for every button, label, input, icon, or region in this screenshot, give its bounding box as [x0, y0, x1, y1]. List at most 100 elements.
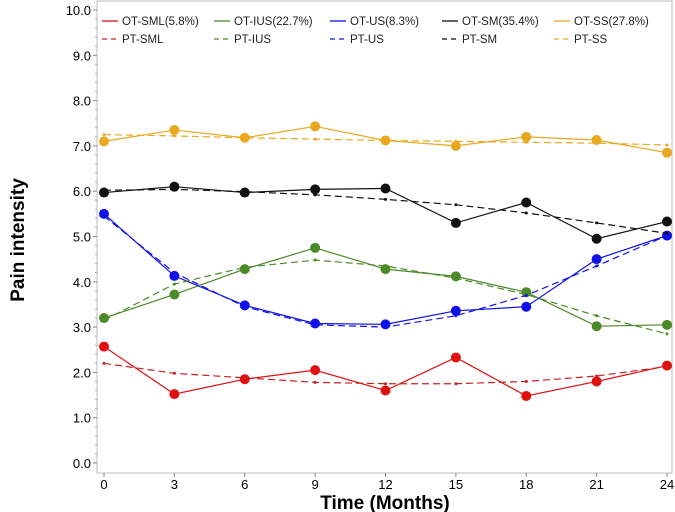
data-point-small — [454, 276, 458, 280]
legend-label: OT-IUS(22.7%) — [234, 16, 313, 28]
data-point-small — [172, 371, 176, 375]
y-tick-label: 8.0 — [73, 94, 91, 109]
y-tick-label: 1.0 — [73, 411, 91, 426]
data-point-small — [102, 188, 106, 192]
legend-label: PT-US — [350, 34, 384, 46]
legend-label: PT-SS — [574, 34, 608, 46]
data-point-small — [665, 231, 669, 235]
data-point — [99, 341, 109, 352]
series-ot-sm — [99, 181, 672, 244]
data-point — [450, 305, 461, 316]
x-tick-label: 0 — [100, 477, 107, 492]
legend-item: PT-SML — [102, 34, 164, 46]
data-point — [591, 254, 602, 265]
data-point — [450, 140, 461, 151]
series-pt-sml — [102, 361, 669, 386]
legend-label: PT-IUS — [234, 34, 271, 46]
data-point-small — [524, 211, 528, 215]
data-point — [591, 233, 602, 244]
series-pt-us — [102, 214, 669, 329]
legend-label: PT-SML — [122, 34, 164, 46]
data-point-small — [384, 325, 387, 329]
data-point — [380, 183, 391, 194]
series-line — [103, 247, 668, 327]
data-point-small — [524, 140, 528, 144]
data-point-small — [102, 214, 106, 218]
data-point — [310, 242, 321, 253]
series-line — [103, 186, 668, 240]
series-pt-sm — [102, 187, 669, 235]
data-point-small — [595, 374, 599, 378]
plot-frame — [96, 0, 673, 474]
data-point — [521, 131, 532, 142]
data-point-small — [172, 282, 176, 286]
legend-item: OT-SS(27.8%) — [554, 16, 649, 28]
legend-item: PT-IUS — [214, 34, 271, 46]
legend-item: PT-SM — [442, 34, 497, 46]
data-point — [591, 376, 602, 387]
data-point-small — [313, 380, 317, 384]
data-point-small — [102, 361, 106, 365]
legend-label: OT-SS(27.8%) — [574, 16, 649, 28]
data-point — [450, 217, 461, 228]
data-point-small — [665, 234, 669, 238]
data-point-small — [102, 133, 106, 137]
legend-item: OT-IUS(22.7%) — [214, 16, 313, 28]
data-point-small — [313, 193, 317, 197]
data-point — [662, 216, 672, 227]
x-axis-label: Time (Months) — [320, 493, 449, 512]
legend-item: OT-SM(35.4%) — [442, 16, 539, 28]
x-tick-label: 3 — [171, 477, 178, 492]
x-tick-label: 21 — [589, 477, 603, 492]
data-point-small — [102, 318, 106, 322]
series-pt-ius — [102, 258, 669, 336]
x-tick-label: 12 — [378, 477, 392, 492]
data-point — [99, 136, 109, 147]
data-point-small — [313, 137, 317, 141]
data-point-small — [243, 265, 247, 269]
y-tick-label: 0.0 — [73, 456, 91, 471]
data-point-small — [595, 264, 599, 268]
x-tick-label: 9 — [312, 477, 319, 492]
data-point-small — [384, 197, 387, 201]
x-tick-label: 15 — [449, 477, 463, 492]
data-point-small — [384, 264, 387, 268]
legend-item: PT-SS — [554, 34, 608, 46]
y-tick-label: 3.0 — [73, 320, 91, 335]
data-point-small — [595, 314, 599, 318]
data-point — [239, 264, 250, 275]
data-point-small — [524, 293, 528, 297]
x-tick-label: 18 — [519, 477, 533, 492]
data-point — [380, 385, 391, 396]
data-point — [521, 197, 532, 208]
series-ot-sml — [99, 341, 672, 401]
y-tick-label: 4.0 — [73, 275, 91, 290]
y-tick-label: 5.0 — [73, 230, 91, 245]
data-point — [591, 135, 602, 146]
data-point — [99, 208, 109, 219]
data-point — [662, 319, 672, 330]
data-point — [450, 271, 461, 282]
data-point-small — [454, 382, 458, 386]
data-point-small — [243, 305, 247, 309]
x-tick-label: 6 — [241, 477, 248, 492]
data-point-small — [665, 143, 669, 147]
legend-item: OT-US(8.3%) — [330, 16, 419, 28]
data-point-small — [313, 258, 317, 262]
data-point-small — [243, 136, 247, 140]
data-point-small — [524, 379, 528, 383]
data-point-small — [454, 203, 458, 207]
data-point — [662, 147, 672, 158]
data-point — [380, 264, 391, 275]
data-point-small — [172, 134, 176, 138]
data-point-small — [595, 221, 599, 225]
data-point — [521, 390, 532, 401]
legend-label: PT-SM — [462, 34, 497, 46]
legend-label: OT-SML(5.8%) — [122, 16, 199, 28]
series-line — [103, 362, 668, 385]
y-axis-label: Pain intensity — [8, 178, 29, 302]
data-point-small — [665, 332, 669, 336]
series-line — [103, 188, 668, 234]
legend-label: OT-US(8.3%) — [350, 16, 419, 28]
